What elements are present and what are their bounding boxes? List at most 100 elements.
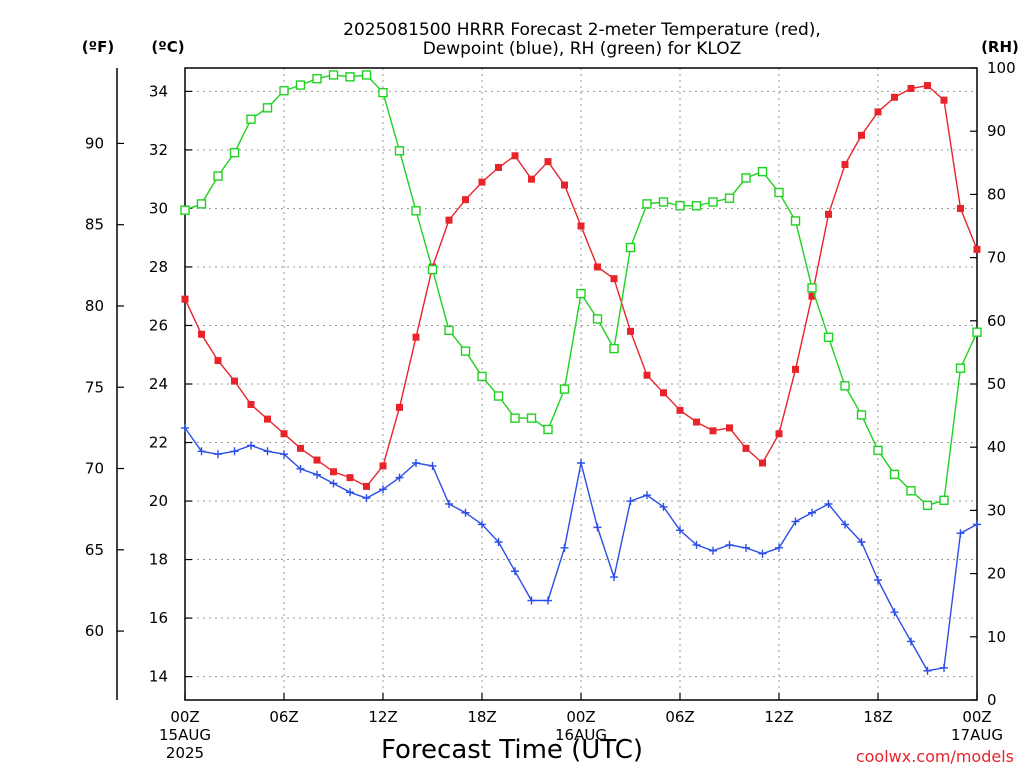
dewpoint-point (544, 596, 552, 605)
rh-point (774, 187, 784, 198)
celsius-tick-label: 16 (149, 609, 168, 627)
rh-point (576, 288, 586, 299)
2-meter-temperature-point (544, 158, 552, 166)
rh-point (229, 147, 240, 158)
dewpoint-point (857, 538, 866, 546)
dewpoint-point (296, 464, 305, 473)
rh-point (262, 103, 273, 113)
celsius-tick-label: 14 (149, 668, 168, 686)
2-meter-temperature-point (412, 333, 420, 341)
rh-point (394, 146, 405, 156)
dewpoint-point (841, 520, 849, 529)
2-meter-temperature-point (792, 365, 799, 373)
2-meter-temperature-point (825, 210, 832, 218)
rh-tick-label: 0 (987, 691, 997, 709)
dewpoint-point (329, 479, 338, 488)
rh-axis-label: (RH) (981, 38, 1019, 56)
2-meter-temperature-point (379, 462, 387, 470)
rh-point (196, 199, 207, 209)
rh-point (559, 384, 570, 394)
celsius-tick-label: 26 (149, 316, 168, 334)
x-tick-label: 12Z (764, 708, 793, 726)
2-meter-temperature-point (643, 371, 651, 379)
fahrenheit-tick-label: 90 (85, 134, 104, 152)
rh-point (345, 72, 355, 82)
celsius-tick-label: 34 (149, 82, 168, 100)
dewpoint-point (230, 447, 239, 456)
2-meter-temperature-point (858, 131, 865, 139)
2-meter-temperature-point (973, 245, 981, 253)
dewpoint-point (709, 546, 717, 555)
dewpoint-point (445, 499, 453, 508)
rh-tick-label: 30 (987, 501, 1006, 519)
x-tick-label: 12Z (368, 708, 397, 726)
dewpoint-point (593, 523, 602, 532)
2-meter-temperature-point (313, 456, 321, 464)
dewpoint-point (791, 517, 800, 526)
rh-point (856, 410, 867, 420)
2-meter-temperature-point (891, 93, 898, 101)
rh-point (427, 264, 438, 275)
x-tick-label: 06Z (665, 708, 694, 726)
rh-tick-label: 80 (987, 185, 1006, 203)
axis-ticks: 14 16 18 20 22 24 26 28 30 32 34 60 65 70 75 80 85 90 0 10 2… (85, 59, 1016, 762)
rh-point (823, 332, 834, 342)
x-tick-label: 2025 (166, 744, 204, 762)
2-meter-temperature-point (214, 357, 222, 365)
rh-point (312, 74, 322, 84)
2-meter-temperature-point (940, 96, 948, 104)
chart-title-line1: 2025081500 HRRR Forecast 2-meter Tempera… (343, 20, 821, 40)
2-meter-temperature-point (709, 427, 717, 435)
2-meter-temperature-point (396, 403, 403, 411)
rh-point (873, 445, 883, 456)
2-meter-temperature-point (627, 327, 634, 335)
rh-point (592, 314, 603, 324)
x-tick-label: 00Z (962, 708, 991, 726)
dewpoint-point (742, 543, 750, 552)
chart-title-line2: Dewpoint (blue), RH (green) for KLOZ (423, 39, 742, 59)
rh-point (493, 391, 504, 401)
dewpoint-point (511, 567, 519, 576)
rh-point (460, 346, 471, 356)
dewpoint-point (676, 526, 684, 535)
rh-point (906, 486, 916, 496)
fahrenheit-tick-label: 80 (85, 297, 104, 315)
dewpoint-point (923, 666, 932, 675)
2-meter-temperature-point (181, 295, 189, 303)
2-meter-temperature-point (759, 459, 766, 467)
2-meter-temperature-point (462, 196, 469, 204)
2-meter-temperature-point (495, 163, 502, 171)
2-meter-temperature-point (231, 377, 238, 385)
series-layer (180, 70, 982, 675)
2-meter-temperature-point (247, 400, 255, 408)
2-meter-temperature-point (726, 424, 733, 432)
dewpoint-point (214, 450, 222, 459)
rh-point (955, 363, 966, 373)
dewpoint-point (874, 576, 882, 585)
rh-point (939, 495, 949, 505)
rh-point (477, 371, 487, 382)
dewpoint-point (346, 488, 354, 497)
dewpoint-point (692, 540, 701, 549)
celsius-tick-label: 18 (149, 551, 168, 569)
celsius-tick-label: 32 (149, 141, 168, 159)
2-meter-temperature-point (264, 415, 271, 423)
rh-tick-label: 70 (987, 249, 1006, 267)
dewpoint-point (313, 470, 321, 479)
x-tick-label: 00Z (566, 708, 595, 726)
dewpoint-point (181, 423, 189, 432)
dewpoint-point (461, 508, 470, 517)
dewpoint-point (940, 663, 948, 672)
2-meter-temperature-point (363, 482, 370, 490)
2-meter-temperature-point (198, 330, 205, 338)
dewpoint-point (247, 441, 255, 450)
rh-point (889, 469, 900, 480)
rh-point (757, 166, 768, 177)
rh-point (213, 171, 223, 181)
dewpoint-point (577, 459, 585, 467)
dewpoint-point (263, 447, 272, 456)
dewpoint-point (428, 461, 437, 470)
rh-point (180, 205, 190, 215)
2-meter-temperature-point (693, 418, 700, 426)
2-meter-temperature-point (297, 444, 304, 452)
